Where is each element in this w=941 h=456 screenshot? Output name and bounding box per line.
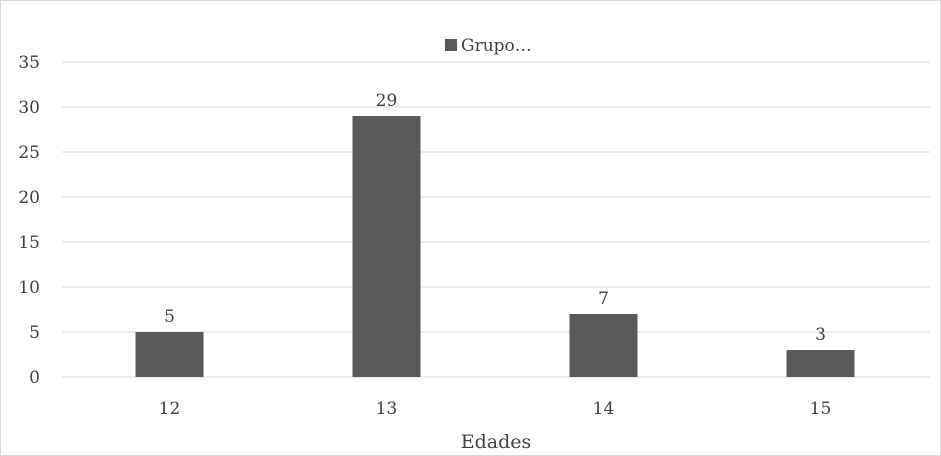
y-tick-label: 35	[18, 53, 40, 73]
x-axis-title: Edades	[461, 431, 532, 453]
bar	[135, 332, 204, 377]
y-tick-label: 25	[18, 143, 40, 163]
y-tick-label: 5	[29, 323, 40, 343]
legend-label: Grupo…	[461, 36, 532, 56]
legend: Grupo…	[445, 36, 532, 56]
data-label: 29	[376, 91, 398, 111]
x-tick-label: 14	[593, 399, 615, 419]
y-tick-label: 0	[29, 368, 40, 388]
gridlines	[62, 61, 930, 378]
y-axis-ticks: 0 5 10 15 20 25 30 35	[18, 53, 40, 388]
legend-swatch	[445, 39, 457, 51]
x-tick-label: 12	[159, 399, 181, 419]
x-axis-ticks: 12 13 14 15	[159, 399, 832, 419]
bar	[569, 314, 638, 377]
x-tick-label: 13	[376, 399, 398, 419]
x-tick-label: 15	[810, 399, 832, 419]
data-label: 5	[164, 307, 175, 327]
y-tick-label: 15	[18, 233, 40, 253]
y-tick-label: 10	[18, 278, 40, 298]
data-labels: 5 29 7 3	[164, 91, 826, 345]
bar	[786, 350, 855, 377]
bars	[135, 116, 855, 377]
y-tick-label: 20	[18, 188, 40, 208]
data-label: 3	[815, 325, 826, 345]
bar	[352, 116, 421, 377]
y-tick-label: 30	[18, 98, 40, 118]
data-label: 7	[598, 289, 609, 309]
